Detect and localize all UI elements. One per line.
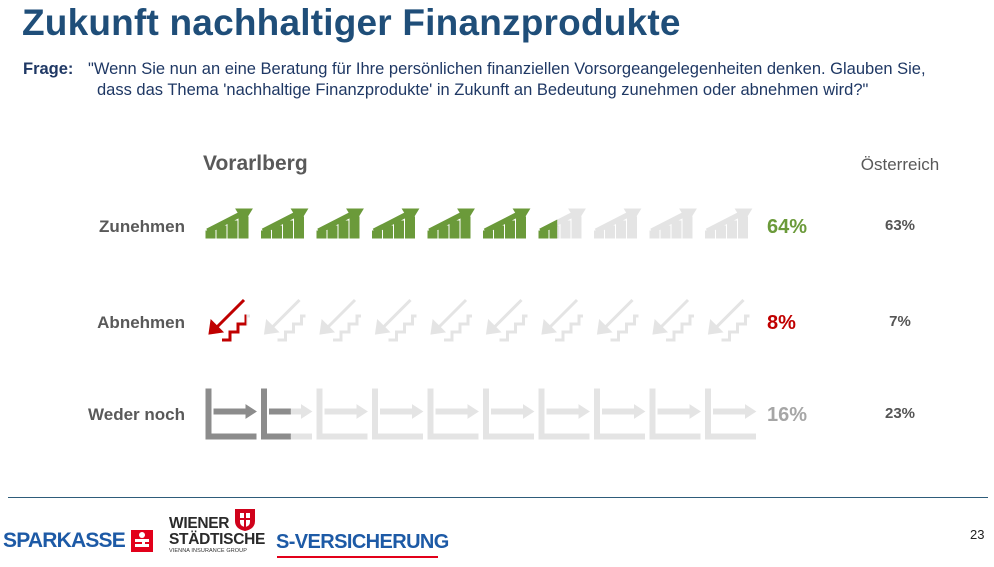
falling-stairs-icon-background — [651, 298, 696, 342]
rising-bars-icon-background — [649, 208, 697, 239]
question-line-1: "Wenn Sie nun an eine Beratung für Ihre … — [88, 60, 926, 78]
sparkasse-s-icon — [131, 530, 153, 552]
data-label-osterreich-weder-noch: 23% — [885, 405, 915, 422]
rising-bars-icon — [205, 208, 253, 239]
rising-bars-icon — [261, 208, 308, 239]
wiener-logo-line-2: STÄDTISCHE — [169, 531, 266, 548]
series-header-osterreich: Österreich — [861, 155, 939, 174]
falling-stairs-icon — [207, 298, 247, 342]
data-label-vorarlberg-abnehmen: 8% — [767, 312, 796, 334]
rising-bars-icon — [316, 208, 364, 239]
flat-arrow-icon-background — [483, 388, 534, 440]
question-line-2: dass das Thema 'nachhaltige Finanzproduk… — [97, 81, 869, 99]
data-label-vorarlberg-zunehmen: 64% — [767, 216, 807, 238]
falling-stairs-icon-background — [540, 298, 585, 342]
data-label-vorarlberg-weder-noch: 16% — [767, 404, 807, 426]
page-number: 23 — [970, 527, 985, 542]
footer-divider — [8, 497, 988, 498]
rising-bars-icon-background — [705, 208, 752, 239]
falling-stairs-icon-background — [263, 298, 307, 342]
falling-stairs-icon-background — [318, 298, 363, 342]
flat-arrow-icon-background — [649, 388, 701, 440]
flat-arrow-icon-background — [427, 388, 479, 440]
falling-stairs-icon-background — [485, 298, 529, 342]
flat-arrow-icon-background — [316, 388, 368, 440]
data-label-osterreich-abnehmen: 7% — [889, 313, 911, 330]
wiener-staedtische-logo: WIENER STÄDTISCHE VIENNA INSURANCE GROUP — [169, 516, 265, 555]
wiener-emblem-icon — [235, 509, 255, 531]
pictogram-chart: Vorarlberg Österreich Zunehmen 64% 63% Abnehm… — [88, 152, 939, 440]
flat-arrow-icon-background — [705, 388, 756, 440]
s-versicherung-underline — [277, 556, 438, 558]
question-text: "Wenn Sie nun an eine Beratung für Ihre … — [88, 59, 994, 101]
category-label-zunehmen: Zunehmen — [99, 217, 185, 236]
rising-bars-icon — [372, 208, 419, 239]
flat-arrow-icon-background — [594, 388, 645, 440]
question-label: Frage: — [23, 60, 74, 78]
falling-stairs-icon-background — [374, 298, 418, 342]
sparkasse-logo: SPARKASSE — [3, 529, 126, 552]
category-label-weder-noch: Weder noch — [88, 405, 185, 424]
series-header-vorarlberg: Vorarlberg — [203, 152, 308, 175]
rising-bars-icon — [483, 208, 530, 239]
flat-arrow-icon — [205, 388, 257, 440]
rising-bars-icon-background — [594, 208, 641, 239]
rising-bars-icon — [427, 208, 475, 239]
category-label-abnehmen: Abnehmen — [97, 313, 185, 332]
wiener-logo-line-1: WIENER — [169, 515, 230, 532]
falling-stairs-icon-background — [596, 298, 640, 342]
data-label-osterreich-zunehmen: 63% — [885, 217, 915, 234]
flat-arrow-icon-background — [538, 388, 590, 440]
page-title: Zukunft nachhaltiger Finanzprodukte — [22, 2, 681, 43]
falling-stairs-icon-background — [707, 298, 751, 342]
icon-row-background-abnehmen — [207, 298, 751, 342]
wiener-logo-subline: VIENNA INSURANCE GROUP — [169, 548, 247, 554]
falling-stairs-icon-background — [429, 298, 474, 342]
s-versicherung-logo: S-VERSICHERUNG — [276, 531, 449, 553]
survey-question: Frage: "Wenn Sie nun an eine Beratung fü… — [23, 59, 994, 99]
flat-arrow-icon-background — [372, 388, 423, 440]
